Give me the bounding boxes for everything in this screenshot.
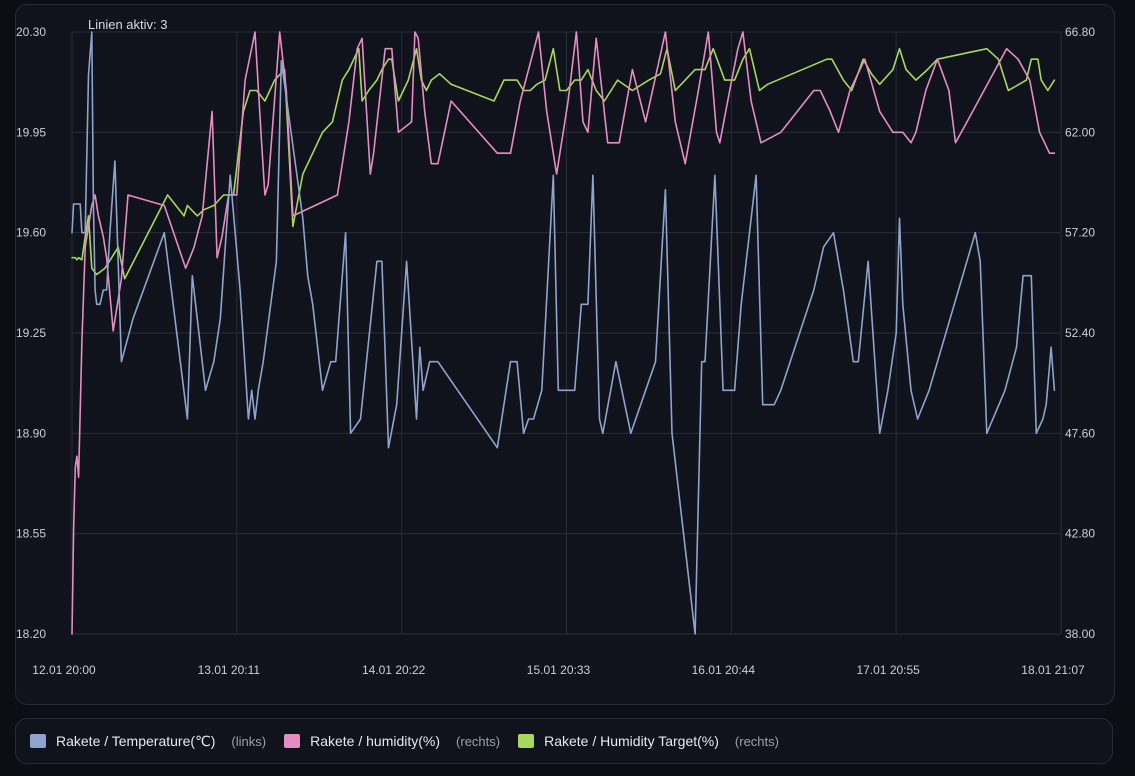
legend-item-temperature[interactable]: Rakete / Temperature(℃) (links) — [30, 733, 266, 750]
series-line-humidity-target — [71, 47, 1056, 280]
legend-item-humidity[interactable]: Rakete / humidity(%) (rechts) — [284, 733, 500, 749]
legend-label-humidity: Rakete / humidity(%) — [310, 733, 441, 749]
legend-axis-humidity-target: (rechts) — [734, 733, 779, 749]
right-tick-label: 38.00 — [1065, 627, 1095, 641]
legend-axis-humidity: (rechts) — [456, 733, 501, 749]
legend-swatch-humidity-target — [518, 734, 535, 748]
x-axis: 12.01 20:00 13.01 20:11 14.01 20:22 15.01 2… — [32, 663, 1085, 677]
x-tick-label: 13.01 20:11 — [198, 663, 261, 677]
legend: Rakete / Temperature(℃) (links) Rakete /… — [15, 718, 1113, 764]
right-y-axis: 66.80 62.00 57.20 52.40 47.60 42.80 38.00 — [1065, 25, 1095, 641]
right-tick-label: 42.80 — [1065, 527, 1095, 541]
x-tick-label: 12.01 20:00 — [32, 663, 96, 677]
left-tick-label: 18.55 — [16, 527, 46, 541]
left-y-axis: 20.30 19.95 19.60 19.25 18.90 18.55 18.20 — [16, 25, 46, 641]
chart-panel: 20.30 19.95 19.60 19.25 18.90 18.55 18.20 66.8… — [15, 4, 1115, 705]
right-tick-label: 47.60 — [1065, 426, 1095, 440]
left-tick-label: 18.20 — [16, 627, 46, 641]
left-tick-label: 18.90 — [16, 426, 46, 440]
x-tick-label: 17.01 20:55 — [856, 663, 920, 677]
legend-swatch-temperature — [30, 734, 46, 748]
grid — [71, 31, 1062, 635]
left-tick-label: 19.60 — [16, 226, 46, 240]
series-line-humidity — [71, 31, 1056, 635]
lines-active-label: Linien aktiv: 3 — [88, 17, 168, 32]
series-layer — [71, 31, 1056, 635]
right-tick-label: 52.40 — [1065, 326, 1095, 340]
line-chart[interactable]: 20.30 19.95 19.60 19.25 18.90 18.55 18.20 66.8… — [16, 5, 1114, 704]
legend-swatch-humidity — [284, 734, 301, 748]
x-tick-label: 18.01 21:07 — [1021, 663, 1085, 677]
x-tick-label: 16.01 20:44 — [692, 663, 756, 677]
left-tick-label: 19.25 — [16, 326, 46, 340]
legend-axis-temperature: (links) — [231, 733, 267, 749]
legend-item-humidity-target[interactable]: Rakete / Humidity Target(%) (rechts) — [518, 733, 779, 749]
right-tick-label: 62.00 — [1065, 125, 1095, 139]
x-tick-label: 14.01 20:22 — [362, 663, 426, 677]
legend-label-humidity-target: Rakete / Humidity Target(%) — [544, 733, 719, 749]
left-tick-label: 20.30 — [16, 25, 46, 39]
x-tick-label: 15.01 20:33 — [527, 663, 591, 677]
series-line-temperature — [71, 31, 1056, 635]
right-tick-label: 66.80 — [1065, 25, 1095, 39]
left-tick-label: 19.95 — [16, 125, 46, 139]
right-tick-label: 57.20 — [1065, 226, 1095, 240]
legend-label-temperature: Rakete / Temperature(℃) — [56, 732, 216, 749]
